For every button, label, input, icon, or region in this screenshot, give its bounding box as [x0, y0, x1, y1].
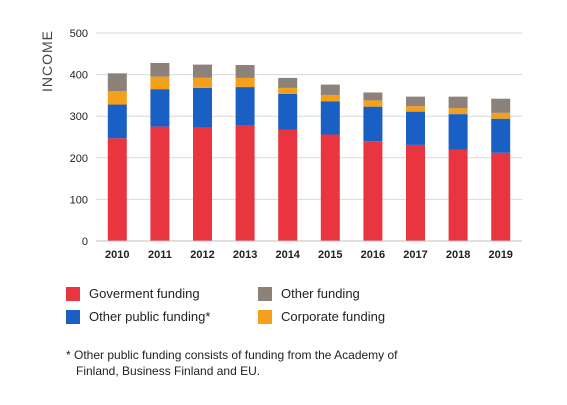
- bar-segment: [193, 87, 212, 128]
- bar-segment: [278, 87, 298, 94]
- y-tick-label: 500: [70, 28, 88, 40]
- legend-swatch-other: [258, 286, 272, 301]
- x-tick-label: 2016: [361, 249, 385, 261]
- bar-segment: [363, 100, 383, 107]
- legend-swatch-other-public: [66, 309, 80, 324]
- x-tick-label: 2018: [446, 249, 470, 261]
- x-tick-label: 2012: [190, 249, 214, 261]
- bar-segment: [150, 126, 170, 241]
- legend-item-other-public: Other public funding*: [66, 309, 210, 324]
- bar-segment: [320, 84, 340, 95]
- bar-segment: [235, 65, 255, 78]
- bar-segment: [406, 96, 425, 107]
- x-tick-label: 2015: [318, 249, 342, 261]
- y-axis-label: INCOME: [39, 30, 55, 92]
- bar-segment: [320, 134, 340, 241]
- bar-segment: [491, 118, 511, 153]
- x-tick-label: 2017: [403, 249, 427, 261]
- bar-segment: [193, 127, 212, 241]
- bar-segment: [448, 96, 468, 109]
- bar-segment: [278, 93, 298, 130]
- legend-swatch-government: [66, 286, 80, 301]
- legend-swatch-corporate: [258, 309, 272, 324]
- bar-segment: [107, 104, 127, 139]
- bar-segment: [491, 98, 511, 113]
- x-tick-label: 2014: [275, 249, 300, 261]
- bar-segment: [363, 92, 383, 101]
- bar-segment: [491, 152, 511, 241]
- bar-segment: [448, 149, 468, 241]
- bar-segment: [235, 87, 255, 126]
- bar-segment: [107, 91, 127, 105]
- footnote: * Other public funding consists of fundi…: [66, 347, 486, 379]
- bar-segment: [363, 141, 383, 241]
- x-tick-label: 2019: [488, 249, 512, 261]
- bar-segment: [150, 76, 170, 90]
- footnote-line-1: * Other public funding consists of fundi…: [66, 348, 398, 362]
- y-tick-label: 300: [70, 111, 88, 123]
- y-tick-label: 200: [70, 153, 88, 165]
- y-tick-label: 100: [70, 194, 88, 206]
- bar-segment: [406, 144, 425, 241]
- legend-label-other: Other funding: [281, 286, 360, 301]
- bar-segment: [107, 73, 127, 92]
- bar-segment: [235, 125, 255, 241]
- y-tick-label: 400: [70, 70, 88, 82]
- legend-label-other-public: Other public funding*: [89, 309, 211, 324]
- bar-segment: [150, 89, 170, 127]
- x-tick-label: 2013: [233, 249, 257, 261]
- bar-segment: [107, 138, 127, 241]
- x-tick-label: 2011: [148, 249, 172, 261]
- bar-segment: [278, 77, 298, 88]
- legend-label-corporate: Corporate funding: [281, 309, 386, 324]
- bar-segment: [193, 77, 212, 88]
- stacked-bar-chart: 0 100 200 300 400 500 INCOME 2010 2011 2012 2013 20…: [39, 28, 522, 261]
- bar-segment: [150, 62, 170, 77]
- bar-segment: [448, 108, 468, 115]
- y-tick-label: 0: [82, 236, 88, 248]
- bar-segment: [320, 101, 340, 135]
- legend-item-government: Goverment funding: [66, 286, 200, 301]
- bar-segment: [278, 129, 298, 241]
- legend-label-government: Goverment funding: [89, 286, 200, 301]
- legend-item-other: Other funding: [258, 286, 360, 301]
- bar-segment: [448, 114, 468, 150]
- bar-segment: [406, 106, 425, 112]
- bar-segment: [363, 106, 383, 142]
- legend-item-corporate: Corporate funding: [258, 309, 385, 324]
- bar-segment: [406, 111, 425, 145]
- bar-segment: [235, 77, 255, 88]
- bar-segment: [193, 64, 212, 78]
- bar-segment: [491, 112, 511, 119]
- footnote-line-2: Finland, Business Finland and EU.: [76, 364, 261, 378]
- x-tick-label: 2010: [105, 249, 129, 261]
- bar-segment: [320, 94, 340, 102]
